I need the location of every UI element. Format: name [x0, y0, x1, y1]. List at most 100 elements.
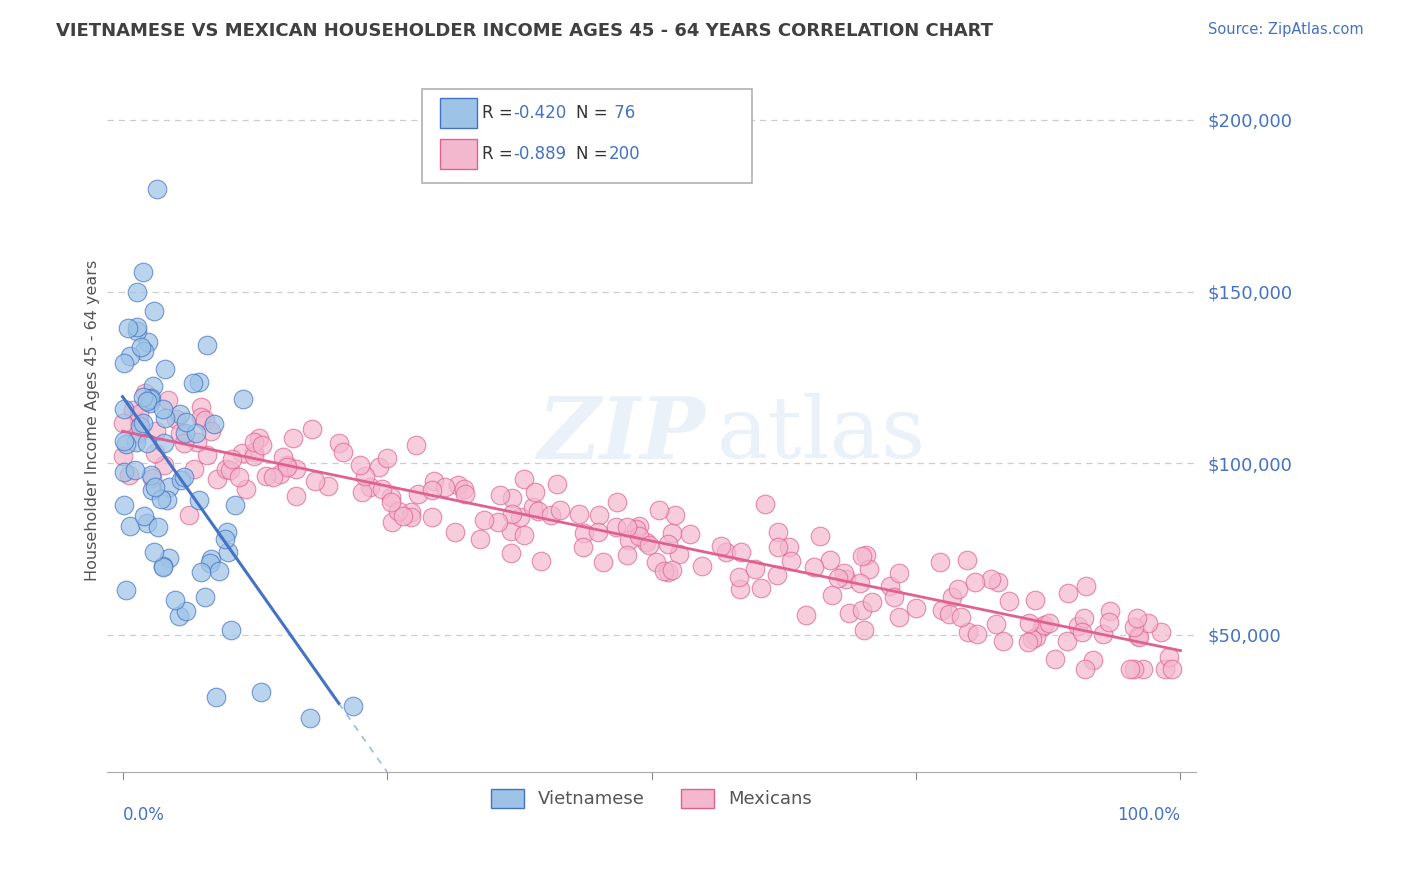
- Point: [316, 479, 339, 493]
- Point: [190, 410, 212, 425]
- Point: [645, 555, 668, 569]
- Point: [1056, 634, 1078, 648]
- Point: [332, 445, 354, 459]
- Point: [112, 498, 135, 512]
- Point: [301, 422, 323, 436]
- Point: [827, 571, 849, 585]
- Point: [167, 609, 190, 624]
- Point: [112, 402, 135, 417]
- Point: [852, 623, 875, 637]
- Point: [956, 625, 979, 640]
- Point: [749, 581, 772, 595]
- Point: [1149, 624, 1171, 639]
- Point: [883, 590, 905, 604]
- Point: [219, 623, 242, 637]
- Point: [1017, 635, 1039, 649]
- Point: [860, 595, 883, 609]
- Point: [190, 566, 212, 580]
- Point: [661, 563, 683, 577]
- Point: [522, 500, 544, 515]
- Point: [125, 435, 148, 450]
- Point: [420, 509, 443, 524]
- Point: [269, 467, 291, 482]
- Point: [328, 435, 350, 450]
- Point: [283, 431, 305, 445]
- Point: [422, 474, 444, 488]
- Point: [115, 582, 138, 597]
- Point: [1122, 620, 1144, 634]
- Point: [359, 480, 381, 494]
- Point: [766, 525, 789, 540]
- Point: [855, 548, 877, 562]
- Point: [179, 508, 201, 522]
- Point: [139, 391, 162, 405]
- Point: [657, 566, 679, 580]
- Point: [586, 524, 609, 539]
- Point: [1154, 662, 1177, 676]
- Point: [710, 539, 733, 553]
- Point: [512, 528, 534, 542]
- Point: [728, 582, 751, 597]
- Y-axis label: Householder Income Ages 45 - 64 years: Householder Income Ages 45 - 64 years: [86, 260, 100, 581]
- Point: [387, 504, 409, 518]
- Point: [523, 484, 546, 499]
- Point: [679, 527, 702, 541]
- Point: [371, 483, 394, 497]
- Point: [200, 552, 222, 566]
- Point: [194, 590, 217, 604]
- Point: [447, 477, 470, 491]
- Point: [205, 690, 228, 705]
- Point: [188, 492, 211, 507]
- Text: R =: R =: [482, 104, 519, 122]
- Point: [1159, 650, 1181, 665]
- Point: [194, 413, 217, 427]
- Point: [214, 533, 236, 547]
- Point: [188, 376, 211, 390]
- Point: [218, 463, 240, 477]
- Point: [183, 461, 205, 475]
- Point: [1073, 610, 1095, 624]
- Point: [1136, 615, 1159, 630]
- Point: [616, 548, 638, 562]
- Point: [205, 473, 228, 487]
- Point: [136, 394, 159, 409]
- Point: [139, 467, 162, 482]
- Point: [134, 386, 156, 401]
- Point: [501, 507, 523, 521]
- Point: [1132, 662, 1154, 676]
- Point: [184, 426, 207, 441]
- Point: [117, 321, 139, 335]
- Point: [851, 603, 873, 617]
- Point: [391, 509, 413, 524]
- Point: [120, 519, 142, 533]
- Point: [242, 449, 264, 463]
- Legend: Vietnamese, Mexicans: Vietnamese, Mexicans: [484, 781, 820, 815]
- Text: Source: ZipAtlas.com: Source: ZipAtlas.com: [1208, 22, 1364, 37]
- Point: [120, 349, 142, 363]
- Point: [548, 503, 571, 517]
- Point: [254, 469, 277, 483]
- Point: [572, 540, 595, 554]
- Point: [948, 582, 970, 596]
- Point: [744, 561, 766, 575]
- Point: [647, 503, 669, 517]
- Point: [165, 412, 187, 426]
- Point: [146, 520, 169, 534]
- Point: [299, 711, 322, 725]
- Point: [887, 610, 910, 624]
- Point: [987, 574, 1010, 589]
- Point: [606, 495, 628, 509]
- Point: [568, 507, 591, 521]
- Point: [129, 419, 152, 434]
- Point: [207, 564, 229, 578]
- Point: [1071, 624, 1094, 639]
- Point: [1126, 611, 1149, 625]
- Point: [1091, 626, 1114, 640]
- Point: [157, 392, 180, 407]
- Point: [728, 569, 751, 583]
- Text: -0.889: -0.889: [513, 145, 567, 163]
- Point: [664, 508, 686, 522]
- Point: [380, 494, 402, 508]
- Point: [1161, 662, 1184, 676]
- Point: [636, 535, 658, 549]
